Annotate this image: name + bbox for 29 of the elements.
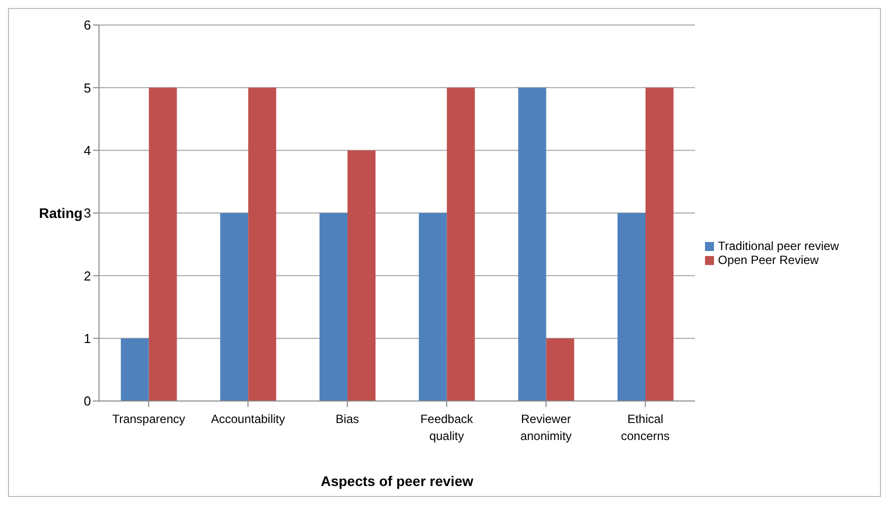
bar bbox=[120, 338, 149, 401]
x-axis-title: Aspects of peer review bbox=[320, 473, 474, 489]
bar bbox=[618, 213, 646, 401]
legend-label: Open Peer Review bbox=[718, 252, 819, 266]
x-tick-label: Accountability bbox=[210, 412, 286, 426]
bar bbox=[646, 88, 674, 401]
x-tick-label: Ethical concerns bbox=[620, 412, 670, 443]
bar bbox=[518, 88, 546, 401]
bar bbox=[220, 213, 248, 401]
y-tick-label: 6 bbox=[84, 18, 91, 33]
y-tick-label: 3 bbox=[84, 206, 91, 221]
bar bbox=[546, 338, 574, 401]
bar bbox=[148, 88, 177, 401]
x-tick-label: Transparency bbox=[112, 412, 186, 426]
bar bbox=[348, 150, 376, 401]
y-tick-label: 1 bbox=[84, 330, 91, 346]
bar bbox=[320, 213, 348, 401]
x-tick-label: Bias bbox=[336, 412, 360, 426]
y-tick-label: 2 bbox=[84, 268, 91, 284]
bar bbox=[446, 88, 475, 401]
y-tick-label: 5 bbox=[84, 80, 91, 96]
bar bbox=[418, 213, 447, 401]
x-tick-label: Feedback quality bbox=[420, 412, 474, 443]
y-tick-label: 4 bbox=[84, 142, 91, 158]
bar bbox=[248, 88, 276, 401]
legend-label: Traditional peer review bbox=[718, 238, 839, 252]
x-tick-label: Reviewer anonimity bbox=[520, 412, 572, 443]
y-axis-title: Rating bbox=[39, 204, 83, 221]
y-tick-label: 0 bbox=[84, 394, 91, 409]
